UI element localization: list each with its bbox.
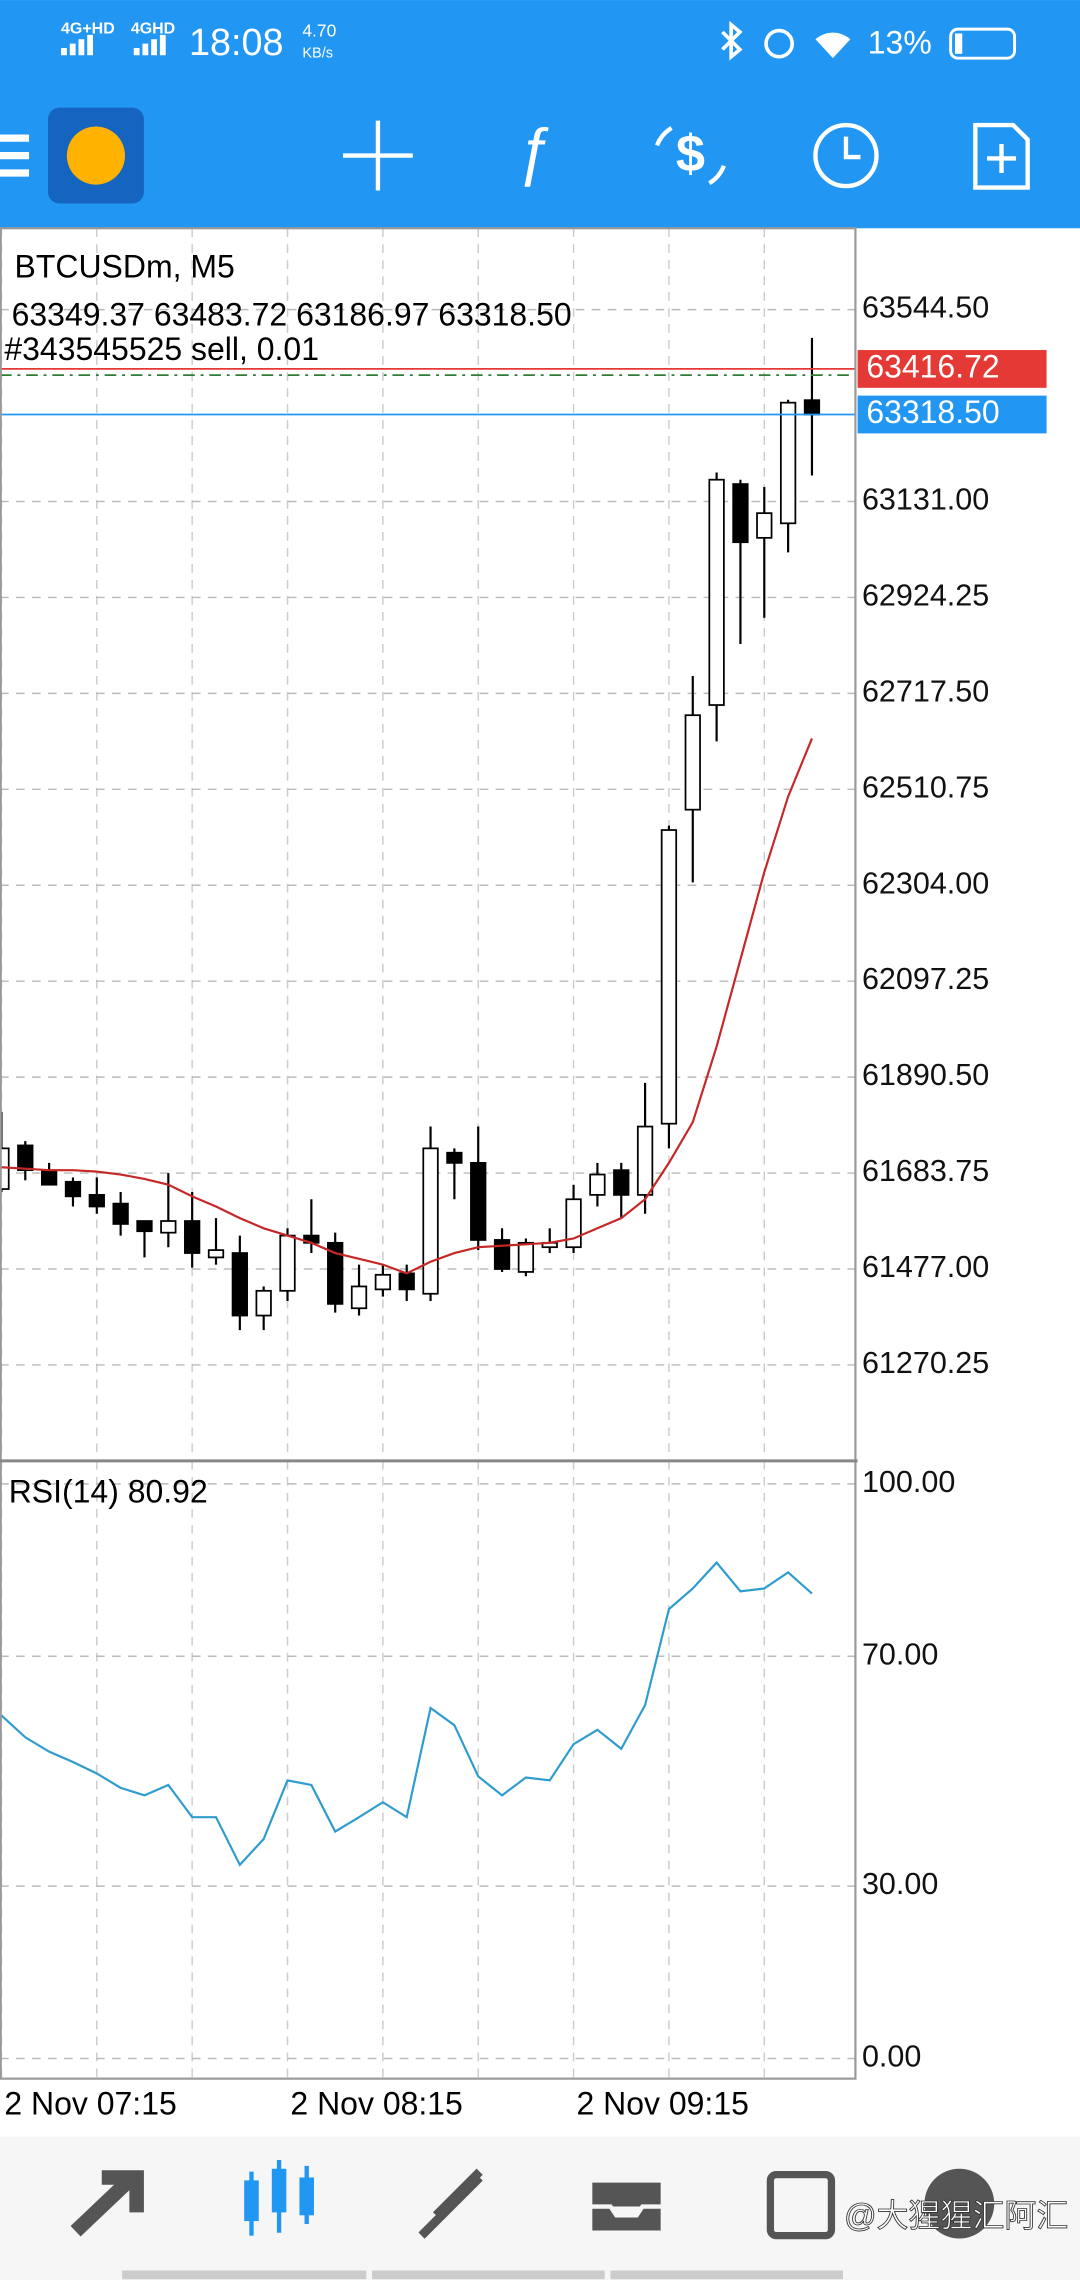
symbol-title: BTCUSDm, M5 (15, 248, 235, 284)
candle-body (209, 1250, 224, 1257)
symbols-button[interactable]: $ (676, 125, 705, 183)
candle-body (352, 1286, 367, 1308)
battery-text: 13% (868, 25, 932, 61)
y-tick-label: 63544.50 (862, 291, 989, 325)
candle-body (399, 1273, 414, 1289)
candle-body (757, 513, 772, 538)
nav-bar (610, 2271, 843, 2280)
ohlc-text: 63349.37 63483.72 63186.97 63318.50 (12, 296, 572, 332)
y-tick-label: 30.00 (862, 1867, 938, 1901)
clock: 18:08 (189, 22, 284, 64)
candle-body (423, 1148, 438, 1293)
network: 4G+HD (61, 20, 115, 37)
candle-body (185, 1221, 200, 1253)
watermark: @大猩猩汇阿汇 (844, 2198, 1068, 2234)
y-tick-label: 62924.25 (862, 579, 989, 613)
candle-body (90, 1195, 105, 1207)
indicator-button[interactable]: ƒ (516, 114, 552, 187)
candle-body (519, 1243, 534, 1272)
candle-body (733, 484, 748, 542)
candle-body (495, 1240, 510, 1269)
moving-average (1, 738, 812, 1273)
rsi-line (1, 1563, 812, 1865)
candle-body (447, 1153, 462, 1163)
x-tick-label: 2 Nov 08:15 (290, 2086, 462, 2122)
candle-body (42, 1170, 57, 1185)
speed-unit: KB/s (302, 46, 333, 62)
x-tick-label: 2 Nov 07:15 (4, 2086, 176, 2122)
candle-body (137, 1221, 152, 1231)
candle-body (590, 1175, 605, 1195)
candle-body (805, 400, 820, 414)
y-tick-label: 100.00 (862, 1465, 955, 1499)
y-tick-label: 62717.50 (862, 674, 989, 708)
nav-bar (122, 2271, 366, 2280)
candle-body (18, 1145, 33, 1170)
y-tick-label: 0.00 (862, 2040, 921, 2074)
candle-body (233, 1253, 248, 1316)
y-tick-label: 70.00 (862, 1637, 938, 1671)
chart-area: 63544.50 63131.00 62924.25 62717.50 62510.75… (0, 228, 1047, 2121)
app-logo-mark (67, 127, 125, 185)
candle-body (280, 1236, 295, 1291)
y-tick-label: 62097.25 (862, 962, 989, 996)
candle-body (161, 1221, 176, 1233)
candle-body (638, 1127, 653, 1195)
candle-body (376, 1275, 391, 1290)
indicator-title: RSI(14) 80.92 (9, 1474, 208, 1510)
price-tag-label: 63416.72 (866, 348, 999, 384)
candle-body (686, 715, 701, 809)
speed: 4.70 (302, 21, 336, 41)
candle-body (662, 830, 677, 1124)
candle-body (781, 403, 796, 524)
price-tag-label: 63318.50 (866, 394, 999, 430)
candle-body (614, 1170, 629, 1195)
network: 4GHD (131, 20, 175, 37)
candle-body (709, 480, 724, 705)
y-tick-label: 61683.75 (862, 1154, 989, 1188)
order-label: #343545525 sell, 0.01 (4, 331, 319, 367)
candle-body (256, 1291, 271, 1316)
y-tick-label: 61477.00 (862, 1250, 989, 1284)
candle-body (471, 1163, 486, 1240)
candle-body (66, 1182, 81, 1197)
x-tick-label: 2 Nov 09:15 (576, 2086, 748, 2122)
y-tick-label: 62510.75 (862, 770, 989, 804)
y-tick-label: 63131.00 (862, 483, 989, 517)
y-tick-label: 61890.50 (862, 1058, 989, 1092)
y-tick-label: 62304.00 (862, 866, 989, 900)
y-tick-label: 61270.25 (862, 1346, 989, 1380)
nav-bar (372, 2271, 605, 2280)
candle-body (113, 1204, 128, 1224)
battery-level (955, 33, 962, 53)
